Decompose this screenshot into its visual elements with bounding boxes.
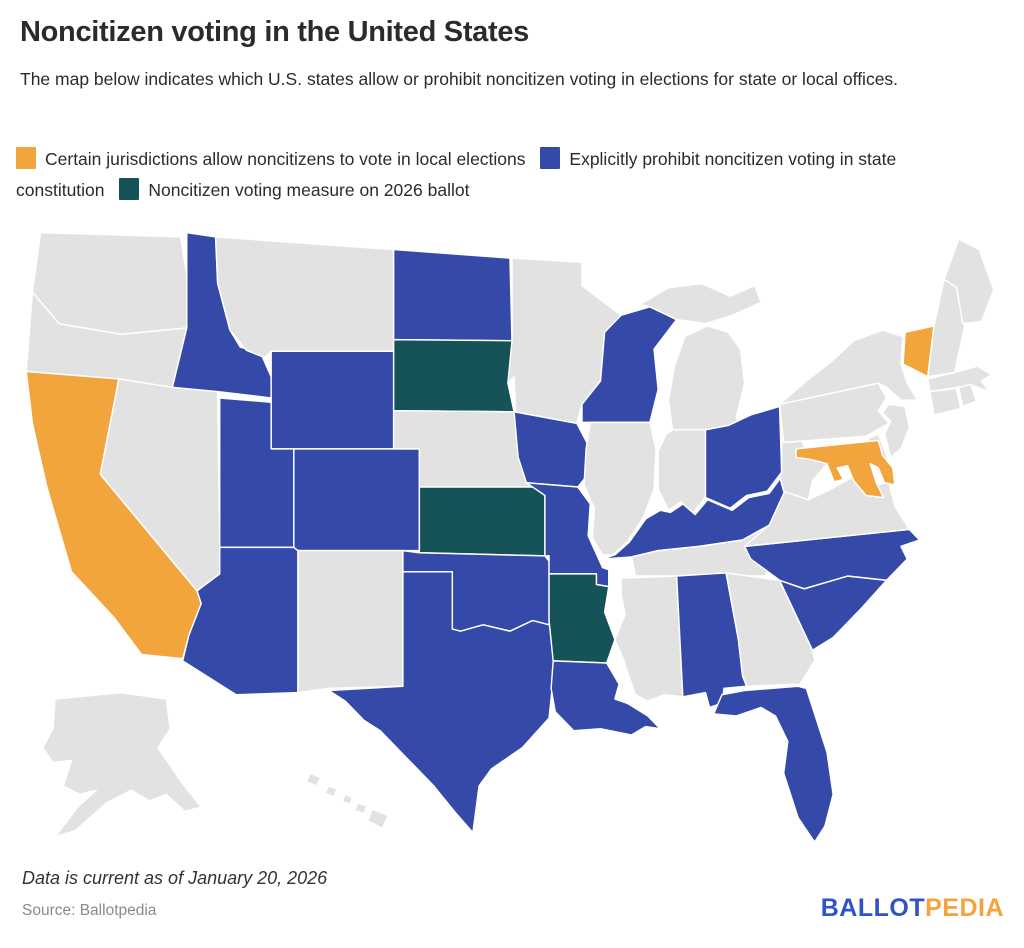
state-AK xyxy=(41,691,202,838)
state-CO xyxy=(293,448,421,552)
us-map-svg xyxy=(25,231,995,843)
state-TX xyxy=(328,571,556,834)
state-IA xyxy=(513,410,591,488)
logo-ballot: BALLOT xyxy=(820,894,926,922)
state-SD xyxy=(392,338,515,413)
state-OH xyxy=(704,405,783,509)
state-NC xyxy=(743,528,921,590)
state-AR xyxy=(548,573,616,664)
state-MT xyxy=(214,236,395,359)
state-NY xyxy=(778,329,919,406)
state-IN xyxy=(657,429,707,514)
state-PA xyxy=(778,382,890,444)
state-MD xyxy=(795,439,896,499)
page-subtitle: The map below indicates which U.S. state… xyxy=(20,69,899,89)
state-KS xyxy=(418,486,546,557)
legend-swatch-blue xyxy=(540,147,561,169)
state-CT xyxy=(929,387,962,416)
state-ND xyxy=(392,248,513,342)
legend-label-prohibit: Explicitly prohibit noncitizen voting in… xyxy=(16,149,897,200)
header: Noncitizen voting in the United States T… xyxy=(20,16,1004,94)
us-map xyxy=(18,222,1006,858)
legend-swatch-teal xyxy=(119,178,140,200)
legend-swatch-orange xyxy=(16,147,36,169)
state-NJ xyxy=(881,403,910,459)
state-MS xyxy=(614,575,684,702)
source-note: Source: Ballotpedia xyxy=(22,902,157,919)
data-current-note: Data is current as of January 20, 2026 xyxy=(22,868,328,888)
logo-pedia: PEDIA xyxy=(925,894,1004,922)
state-HI xyxy=(305,772,390,830)
state-LA xyxy=(550,660,661,736)
state-WY xyxy=(270,350,395,450)
page-title: Noncitizen voting in the United States xyxy=(20,16,530,48)
state-ME xyxy=(943,238,995,325)
state-MI xyxy=(638,282,762,431)
legend-label-allow-local: Certain jurisdictions allow noncitizens … xyxy=(45,149,526,169)
state-AZ xyxy=(181,546,299,696)
legend-item-allow-local: Certain jurisdictions allow noncitizens … xyxy=(16,147,526,169)
legend-item-ballot-2026: Noncitizen voting measure on 2026 ballot xyxy=(119,178,470,200)
legend-item-prohibit: Explicitly prohibit noncitizen voting in… xyxy=(16,147,897,200)
state-NM xyxy=(297,549,404,694)
ballotpedia-logo: BALLOTPEDIA xyxy=(821,894,1004,923)
legend: Certain jurisdictions allow noncitizens … xyxy=(16,144,996,206)
legend-label-ballot-2026: Noncitizen voting measure on 2026 ballot xyxy=(148,180,470,200)
state-RI xyxy=(957,383,977,408)
state-FL xyxy=(712,685,834,843)
